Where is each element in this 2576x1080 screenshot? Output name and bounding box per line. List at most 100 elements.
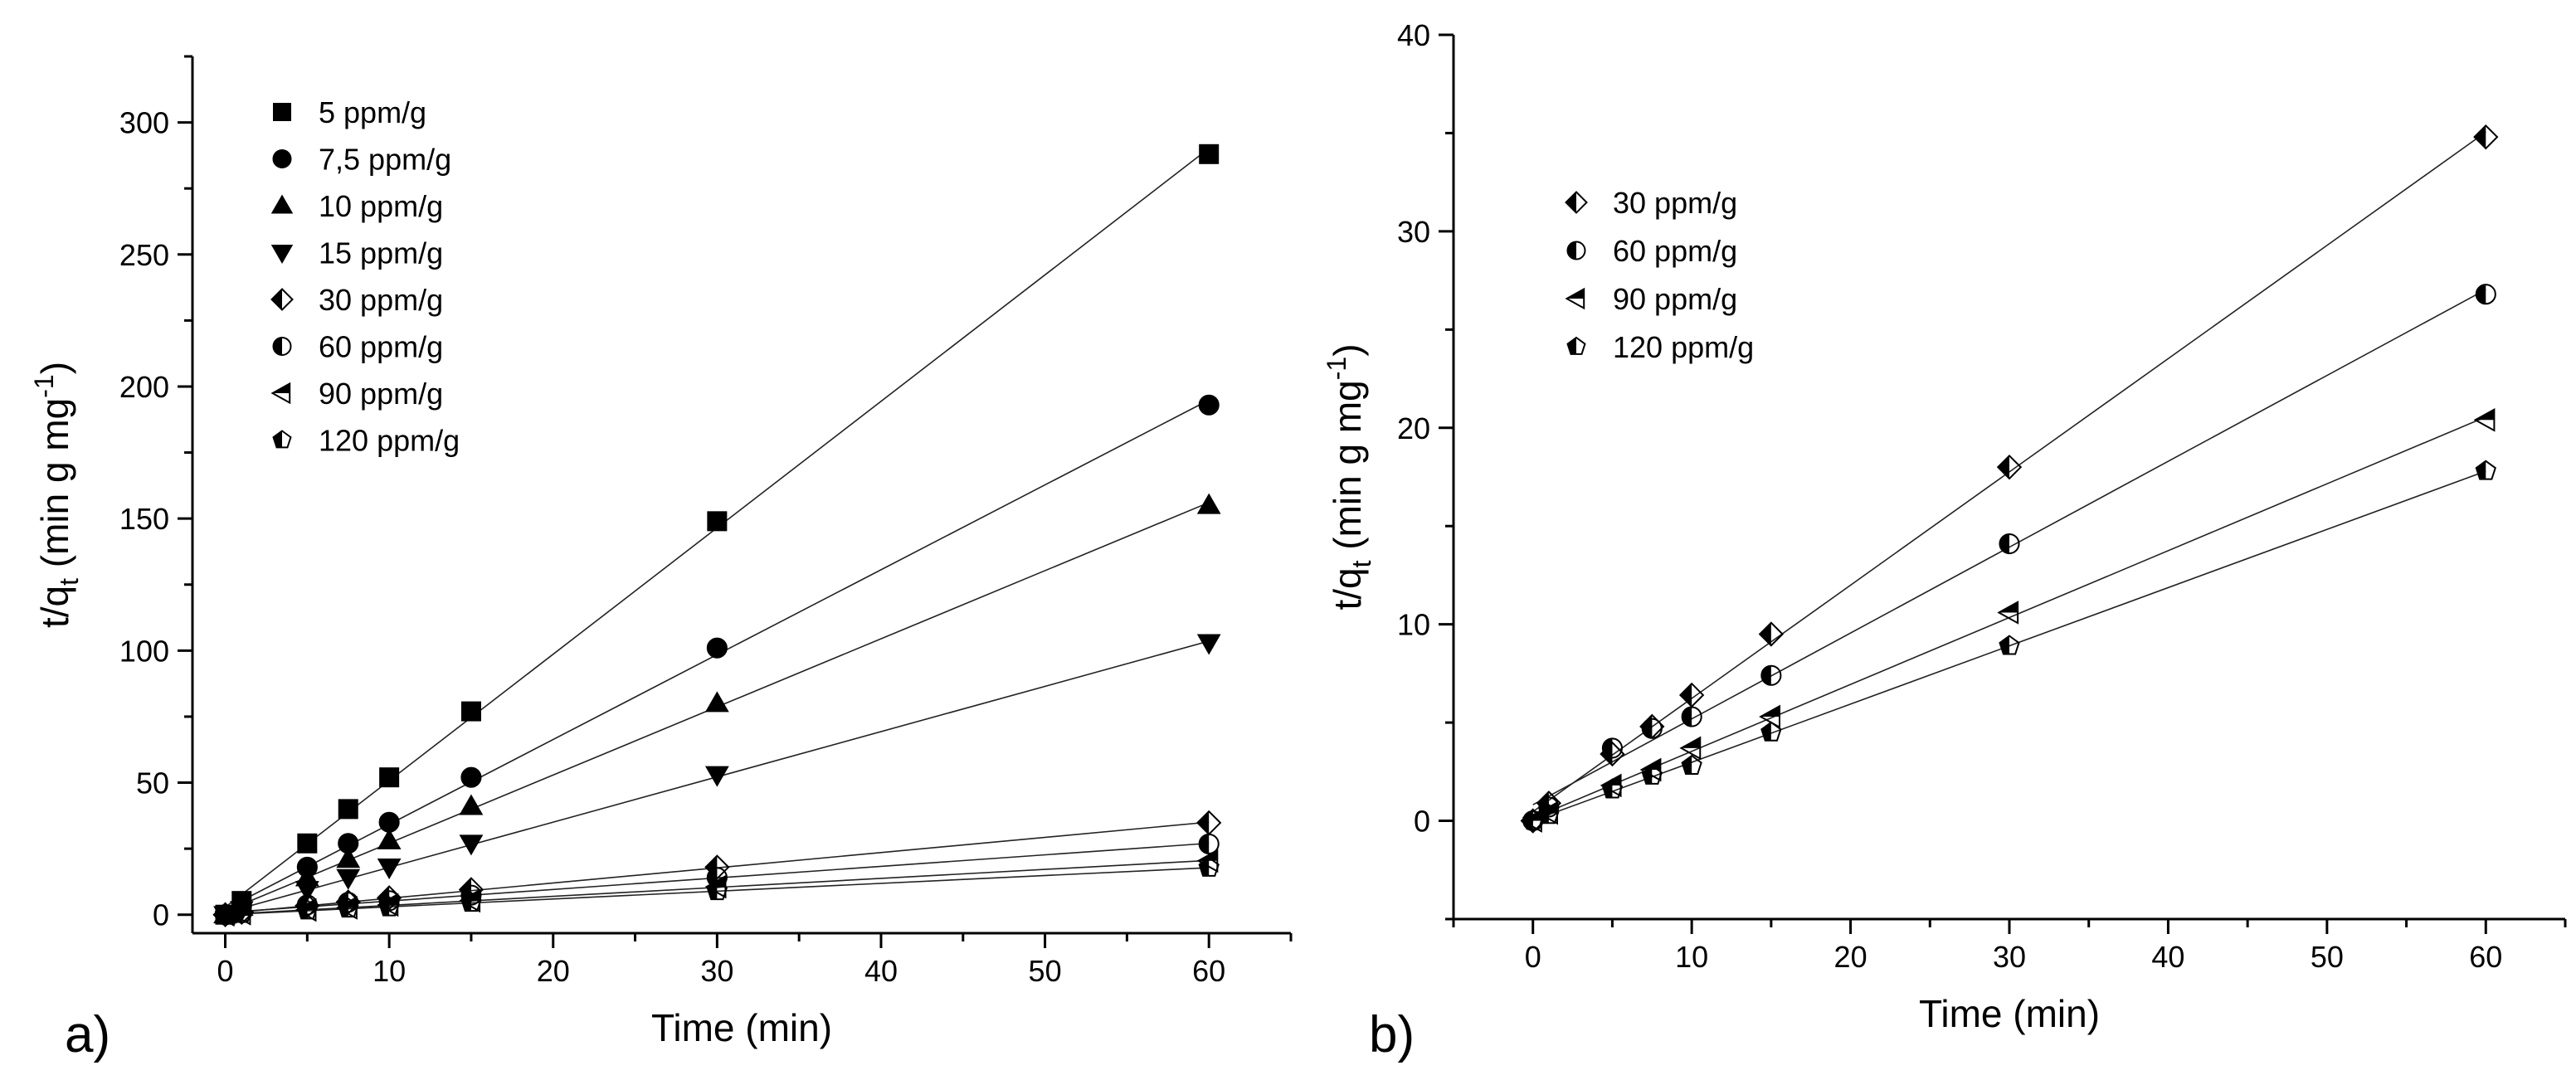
y-tick-label: 100 bbox=[119, 634, 169, 668]
data-point bbox=[707, 511, 728, 532]
legend-label: 30 ppm/g bbox=[319, 283, 443, 317]
x-tick-label: 30 bbox=[700, 954, 733, 988]
legend-label: 60 ppm/g bbox=[319, 330, 443, 364]
data-point bbox=[1538, 804, 1560, 825]
x-tick-label: 60 bbox=[2469, 940, 2502, 974]
legend-label: 120 ppm/g bbox=[319, 424, 460, 458]
data-point bbox=[1196, 634, 1221, 655]
y-tick-label: 10 bbox=[1397, 608, 1430, 642]
data-point bbox=[1198, 833, 1220, 854]
y-axis-title-sup: -1 bbox=[29, 374, 59, 397]
y-axis-title-mid: (min g mg bbox=[33, 398, 76, 578]
legend-marker bbox=[270, 245, 294, 265]
legend-label: 90 ppm/g bbox=[1613, 282, 1737, 316]
data-point bbox=[1641, 718, 1663, 739]
y-tick-label: 150 bbox=[119, 502, 169, 536]
x-tick-label: 0 bbox=[217, 954, 234, 988]
x-tick-label: 20 bbox=[537, 954, 570, 988]
x-tick-label: 50 bbox=[1029, 954, 1062, 988]
x-tick-label: 30 bbox=[1993, 940, 2026, 974]
series-points bbox=[1522, 284, 2496, 832]
y-tick-label: 0 bbox=[153, 898, 169, 932]
y-tick-label: 30 bbox=[1397, 215, 1430, 249]
data-point bbox=[1760, 664, 1782, 686]
legend-marker bbox=[270, 288, 294, 311]
data-point bbox=[1198, 394, 1220, 416]
data-point bbox=[1678, 682, 1705, 708]
y-axis-title-sub: t bbox=[1346, 560, 1376, 567]
legend-marker bbox=[1566, 336, 1586, 355]
y-axis-title-base: t/q bbox=[1326, 567, 1369, 610]
data-point bbox=[706, 880, 728, 901]
data-point bbox=[1996, 454, 2023, 480]
panel-letter-a: a) bbox=[65, 1006, 110, 1063]
data-point bbox=[1198, 856, 1220, 877]
y-tick-label: 50 bbox=[136, 766, 169, 800]
data-point bbox=[1601, 737, 1623, 759]
legend-marker bbox=[270, 194, 294, 214]
legend-label: 7,5 ppm/g bbox=[319, 143, 451, 177]
data-point bbox=[338, 898, 359, 918]
panel-letter-b: b) bbox=[1369, 1006, 1415, 1063]
x-axis-title: Time (min) bbox=[1919, 992, 2100, 1035]
y-axis-title-end: ) bbox=[1326, 343, 1369, 356]
data-point bbox=[2473, 407, 2496, 432]
y-axis-title: t/qt (min g mg-1) bbox=[29, 362, 84, 628]
legend-marker bbox=[272, 430, 292, 449]
legend: 5 ppm/g 7,5 ppm/g 10 ppm/g 15 ppm/g 30 ppm/g… bbox=[270, 95, 460, 458]
series-points bbox=[214, 856, 1220, 924]
x-axis-title: Time (min) bbox=[651, 1006, 832, 1049]
legend-label: 5 ppm/g bbox=[319, 95, 426, 129]
data-point bbox=[2475, 284, 2496, 305]
data-point bbox=[1759, 704, 1780, 729]
legend-marker bbox=[272, 149, 292, 168]
x-tick-label: 40 bbox=[2151, 940, 2184, 974]
legend-label: 30 ppm/g bbox=[1613, 186, 1737, 220]
series-points bbox=[214, 394, 1220, 926]
panel-b-chart: 0 10 20 30 40 50 60 0 10 20 30 40 Time (min) t/qt (mi… bbox=[1322, 18, 2567, 1035]
data-point bbox=[1760, 721, 1782, 742]
data-point bbox=[1601, 778, 1624, 799]
panel-a-chart: 0 10 20 30 40 50 60 0 50 100 150 200 250 300 Time (min… bbox=[29, 55, 1293, 1049]
series-points bbox=[1522, 460, 2496, 830]
legend-label: 120 ppm/g bbox=[1613, 330, 1754, 364]
x-tick-label: 20 bbox=[1834, 940, 1867, 974]
y-tick-label: 40 bbox=[1397, 18, 1430, 52]
data-point bbox=[706, 637, 728, 659]
y-axis-title-end: ) bbox=[33, 362, 76, 374]
data-point bbox=[231, 902, 252, 923]
data-point bbox=[295, 881, 319, 902]
y-tick-label: 200 bbox=[119, 370, 169, 404]
data-point bbox=[336, 868, 361, 890]
data-point bbox=[1641, 764, 1663, 785]
data-point bbox=[1196, 810, 1222, 836]
series-points bbox=[1520, 124, 2499, 834]
data-point bbox=[1997, 601, 2019, 625]
data-point bbox=[377, 828, 402, 849]
legend-marker bbox=[1565, 191, 1588, 214]
data-point bbox=[460, 892, 482, 912]
y-tick-label: 300 bbox=[119, 106, 169, 140]
series-points bbox=[214, 833, 1220, 926]
y-axis-title-mid: (min g mg bbox=[1326, 380, 1369, 560]
y-axis-title-sub: t bbox=[54, 578, 84, 586]
x-tick-label: 60 bbox=[1192, 954, 1225, 988]
data-point bbox=[379, 767, 400, 788]
legend-label: 10 ppm/g bbox=[319, 189, 443, 223]
data-point bbox=[459, 834, 484, 856]
data-point bbox=[460, 701, 481, 722]
legend-marker bbox=[272, 337, 292, 356]
data-point bbox=[1758, 621, 1785, 647]
y-axis-title: t/qt (min g mg-1) bbox=[1322, 343, 1376, 610]
y-axis-title-base: t/q bbox=[33, 586, 76, 628]
data-point bbox=[297, 833, 318, 854]
legend-marker bbox=[1566, 241, 1586, 260]
data-point bbox=[378, 896, 400, 917]
data-point bbox=[336, 847, 361, 868]
data-point bbox=[460, 766, 482, 788]
data-point bbox=[704, 766, 729, 787]
data-point bbox=[377, 859, 402, 880]
legend-label: 60 ppm/g bbox=[1613, 234, 1737, 268]
legend-marker bbox=[270, 382, 291, 405]
